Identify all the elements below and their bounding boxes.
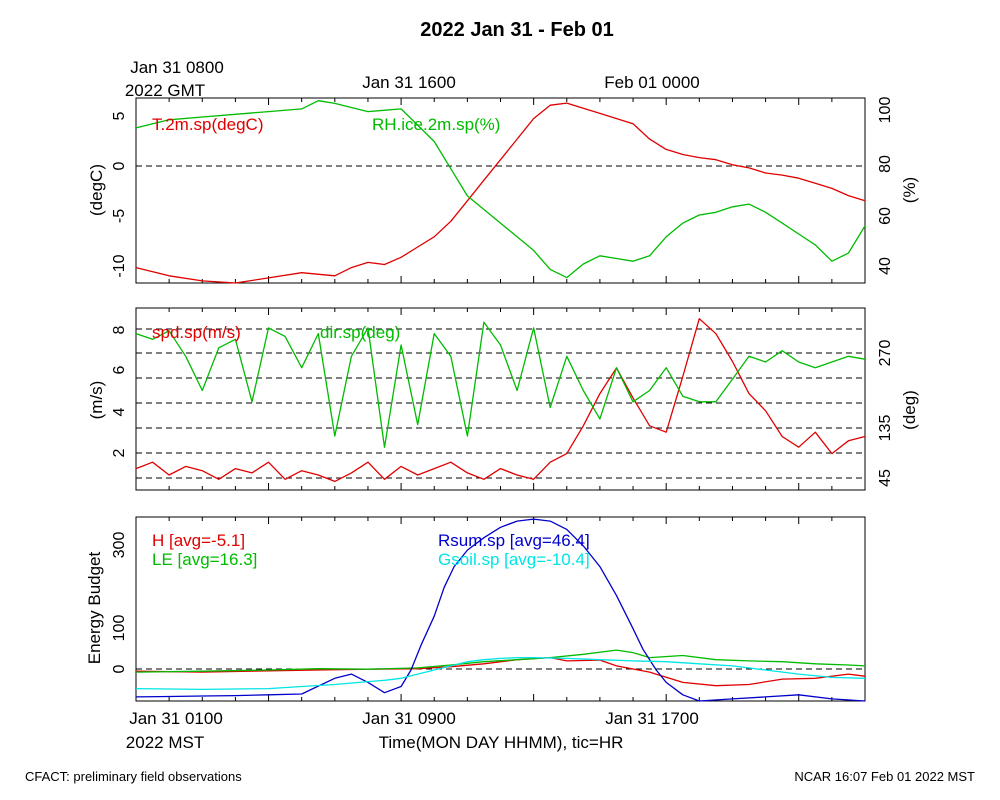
series-line-gsoil-sp-avg-10-4-	[135, 656, 866, 691]
legend-radiation-sum: Rsum.sp [avg=46.4]	[438, 531, 590, 550]
legend-soil-heat-flux: Gsoil.sp [avg=-10.4]	[438, 550, 590, 569]
panel-2-left-tick-2: 2	[111, 448, 128, 457]
panel-3-left-tick-100: 100	[111, 615, 128, 642]
panel-1-left-tick-0: 0	[111, 161, 128, 170]
panel-2-right-tick-135: 135	[877, 415, 894, 442]
legend-wind-speed: spd.sp(m/s)	[152, 323, 241, 342]
panel-2-left-tick-4: 4	[111, 407, 128, 416]
series-line-rh-ice-2m-sp-	[135, 100, 866, 279]
series-line-t-2m-sp-degc-	[135, 102, 866, 284]
panel-2-frame	[135, 307, 866, 491]
bottom-axis-label-2: Jan 31 0900	[362, 709, 456, 728]
legend-latent-heat: LE [avg=16.3]	[152, 550, 257, 569]
panel-1-right-tick-60: 60	[877, 207, 894, 225]
panel-2-left-axis-label: (m/s)	[87, 381, 106, 420]
top-axis-label-2: Jan 31 1600	[362, 73, 456, 92]
panel-1-left-axis-label: (degC)	[87, 164, 106, 216]
panel-2-right-tick-45: 45	[877, 469, 894, 487]
series-line-le-avg-16-3-	[135, 649, 866, 673]
panel-3-left-tick-300: 300	[111, 532, 128, 559]
panel-3-left-axis-label: Energy Budget	[85, 551, 104, 664]
panel-temperature-humidity: (degC) (%) 5 0 -5 -10 100 80 60 40 T.2m.…	[87, 97, 919, 284]
panel-1-left-tick-minus10: -10	[111, 254, 128, 277]
panel-2-left-tick-8: 8	[111, 325, 128, 334]
series-line-spd-sp-m-s-	[135, 318, 866, 483]
panel-3-left-tick-0: 0	[111, 664, 128, 673]
panel-1-right-tick-80: 80	[877, 155, 894, 173]
bottom-axis-year-label: 2022 MST	[126, 733, 204, 752]
bottom-axis-title: Time(MON DAY HHMM), tic=HR	[379, 733, 624, 752]
panel-2-left-tick-6: 6	[111, 365, 128, 374]
panel-2-right-tick-270: 270	[877, 340, 894, 367]
figure-title: 2022 Jan 31 - Feb 01	[420, 19, 613, 41]
legend-temperature: T.2m.sp(degC)	[152, 115, 263, 134]
panel-1-right-tick-100: 100	[877, 97, 894, 124]
legend-wind-direction: dir.sp(deg)	[320, 323, 400, 342]
panel-energy-budget: Energy Budget 300 100 0 H [avg=-5.1] LE …	[85, 516, 866, 702]
legend-humidity: RH.ice.2m.sp(%)	[372, 115, 500, 134]
legend-sensible-heat: H [avg=-5.1]	[152, 531, 245, 550]
top-axis-label-3: Feb 01 0000	[604, 73, 699, 92]
panel-wind: (m/s) (deg) 8 6 4 2 270 135 45 spd.sp(m/…	[87, 307, 919, 491]
top-axis-year-label: 2022 GMT	[125, 81, 205, 100]
panel-2-right-axis-label: (deg)	[900, 390, 919, 430]
series-line-rsum-sp-avg-46-4-	[135, 518, 866, 702]
bottom-axis-label-3: Jan 31 1700	[605, 709, 699, 728]
panel-1-left-tick-5: 5	[111, 111, 128, 120]
series-line-dir-sp-deg-	[135, 321, 866, 448]
top-axis-label-1: Jan 31 0800	[130, 58, 224, 77]
footer-left: CFACT: preliminary field observations	[25, 769, 242, 784]
panel-1-left-tick-minus5: -5	[111, 209, 128, 223]
bottom-axis-label-1: Jan 31 0100	[129, 709, 223, 728]
panel-1-right-tick-40: 40	[877, 257, 894, 275]
series-line-h-avg-5-1-	[135, 656, 866, 687]
footer-right: NCAR 16:07 Feb 01 2022 MST	[794, 769, 975, 784]
panel-1-right-axis-label: (%)	[900, 177, 919, 203]
